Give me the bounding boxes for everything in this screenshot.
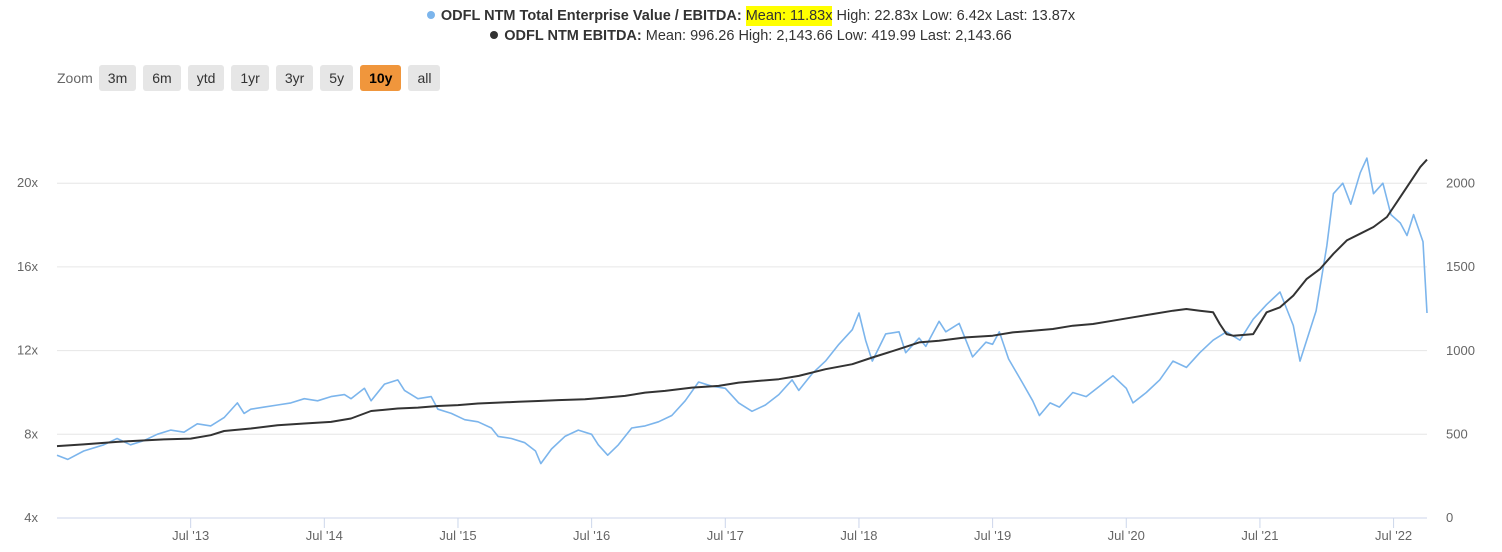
x-tick-label: Jul '18 — [840, 528, 877, 543]
y-left-tick-label: 16x — [17, 259, 38, 274]
y-right-tick-label: 1000 — [1446, 343, 1475, 358]
x-tick-label: Jul '13 — [172, 528, 209, 543]
legend-stats: High: 22.83x Low: 6.42x Last: 13.87x — [836, 8, 1076, 24]
x-tick-label: Jul '20 — [1108, 528, 1145, 543]
x-tick-label: Jul '22 — [1375, 528, 1412, 543]
y-right-tick-label: 500 — [1446, 426, 1468, 441]
x-tick-label: Jul '17 — [707, 528, 744, 543]
y-left-tick-label: 20x — [17, 175, 38, 190]
zoom-button-3m[interactable]: 3m — [98, 65, 137, 91]
legend-item-ebitda[interactable]: ODFL NTM EBITDA: Mean: 996.26 High: 2,14… — [0, 26, 1502, 46]
y-right-tick-label: 0 — [1446, 510, 1453, 525]
grid-lines — [57, 182, 1427, 435]
x-tick-label: Jul '16 — [573, 528, 610, 543]
chart-legend: ODFL NTM Total Enterprise Value / EBITDA… — [0, 6, 1502, 46]
x-tick-label: Jul '21 — [1241, 528, 1278, 543]
y-left-tick-label: 8x — [24, 426, 38, 441]
series-marker-icon — [490, 31, 499, 39]
y-axis-left: 4x 8x 12x 16x 20x — [17, 175, 38, 525]
legend-series-name: ODFL NTM EBITDA: — [504, 28, 642, 44]
x-axis: Jul '13 Jul '14 Jul '15 Jul '16 Jul '17 Jul '… — [57, 517, 1427, 543]
legend-mean-highlight: Mean: 11.83x — [745, 6, 833, 26]
legend-item-ev-ebitda[interactable]: ODFL NTM Total Enterprise Value / EBITDA… — [0, 6, 1502, 26]
zoom-button-10y[interactable]: 10y — [360, 65, 402, 91]
y-left-tick-label: 4x — [24, 510, 38, 525]
zoom-button-1yr[interactable]: 1yr — [231, 65, 269, 91]
zoom-bar: Zoom 3m 6m ytd 1yr 3yr 5y 10y all — [57, 64, 447, 92]
y-right-tick-label: 2000 — [1446, 176, 1475, 191]
zoom-label: Zoom — [57, 70, 93, 86]
plot-lines[interactable] — [56, 157, 1428, 465]
zoom-button-all[interactable]: all — [408, 65, 441, 91]
y-axis-right: 0 500 1000 1500 2000 — [1446, 176, 1475, 525]
zoom-button-5y[interactable]: 5y — [320, 65, 354, 91]
y-right-tick-label: 1500 — [1446, 259, 1475, 274]
ev-ebitda-series-line[interactable] — [56, 157, 1428, 465]
legend-series-name: ODFL NTM Total Enterprise Value / EBITDA… — [440, 8, 742, 24]
ebitda-series-line[interactable] — [56, 158, 1428, 448]
zoom-button-ytd[interactable]: ytd — [187, 65, 225, 91]
series-marker-icon — [426, 11, 435, 19]
x-tick-label: Jul '19 — [974, 528, 1011, 543]
zoom-button-6m[interactable]: 6m — [143, 65, 181, 91]
zoom-button-3yr[interactable]: 3yr — [275, 65, 314, 91]
y-left-tick-label: 12x — [17, 343, 38, 358]
x-tick-label: Jul '14 — [306, 528, 343, 543]
x-tick-label: Jul '15 — [439, 528, 476, 543]
legend-stats: Mean: 996.26 High: 2,143.66 Low: 419.99 … — [645, 28, 1012, 44]
